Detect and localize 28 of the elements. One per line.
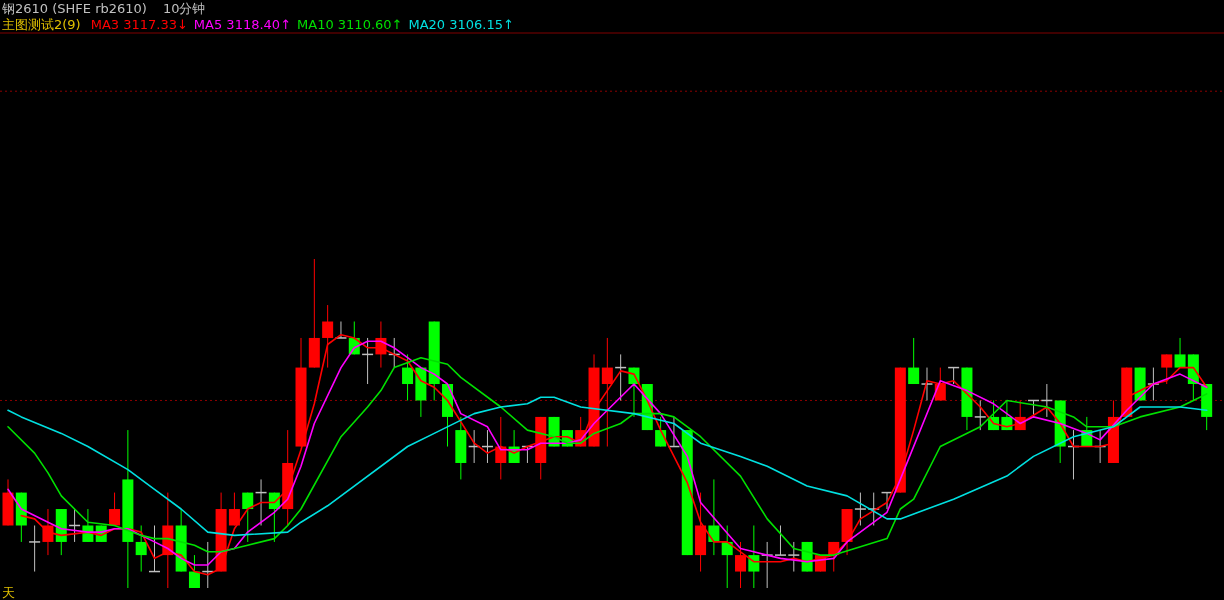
candlestick: [1174, 337, 1186, 369]
candlestick: [188, 554, 200, 589]
candlestick: [334, 321, 348, 339]
candlestick: [787, 541, 801, 573]
text: 主图测试2(9): [2, 17, 81, 32]
text: MA10 3110.60↑: [297, 17, 403, 32]
candlestick: [42, 508, 54, 556]
candlestick: [228, 492, 240, 526]
candlestick: [748, 524, 760, 589]
candlestick: [402, 353, 414, 401]
candlestick: [1161, 353, 1173, 385]
candlestick: [242, 492, 254, 543]
text: MA5 3118.40↑: [193, 17, 292, 32]
candlestick: [774, 524, 787, 556]
candlestick: [974, 399, 987, 431]
chart-subtitle: 10分钟: [162, 1, 206, 16]
candlestick: [601, 337, 613, 448]
candlestick: [708, 478, 720, 556]
candlestick: [109, 492, 121, 526]
candlestick: [854, 492, 867, 526]
candlestick: [28, 524, 41, 573]
candlestick: [908, 337, 920, 385]
chart-title: 钢2610 (SHFE rb2610): [1, 1, 147, 16]
text: MA3 3117.33↓: [90, 17, 188, 32]
candlestick: [920, 367, 934, 401]
candlestick: [135, 524, 147, 573]
annotation: 天: [2, 585, 15, 600]
text: MA20 3106.15↑: [408, 17, 514, 32]
